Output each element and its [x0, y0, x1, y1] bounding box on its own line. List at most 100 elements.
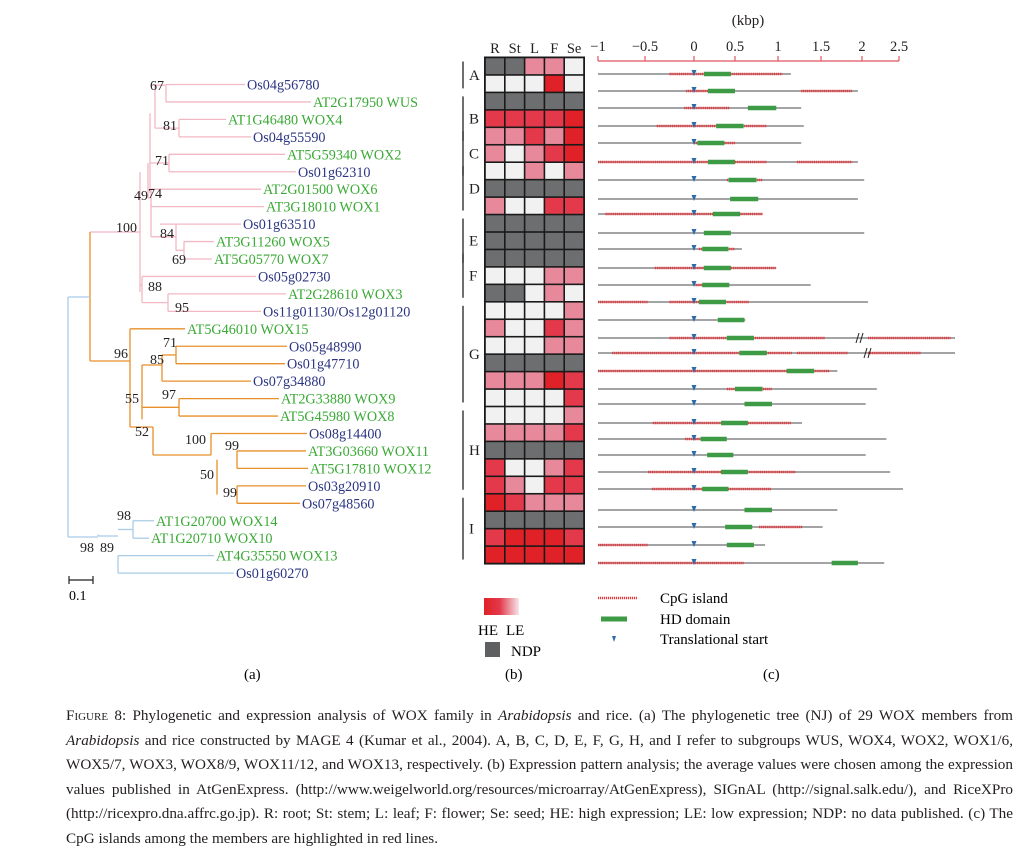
tree-leaf-label: AT1G20710 WOX10 [151, 531, 273, 547]
group-label: I [469, 522, 474, 538]
heatmap-cell [505, 459, 524, 476]
heatmap-cell [485, 337, 504, 354]
heatmap-cell [565, 267, 584, 284]
gene-row [598, 70, 791, 77]
heatmap-cell [485, 302, 504, 319]
heatmap-cell [565, 58, 584, 75]
gene-row [598, 195, 858, 202]
caption-segment: and rice constructed by MAGE 4 (Kumar et… [66, 731, 1013, 847]
heatmap-cell [525, 546, 544, 563]
translational-start-marker [691, 400, 697, 406]
translational-start-marker [691, 229, 697, 235]
heatmap-column-header: St [509, 41, 521, 57]
tree-scale-label: 0.1 [69, 589, 87, 604]
heatmap-cell [485, 424, 504, 441]
group-label: F [469, 269, 477, 285]
heatmap-cell [505, 337, 524, 354]
heatmap-cell [545, 494, 564, 511]
x-tick-label: −0.5 [632, 39, 658, 55]
heatmap-cell [525, 250, 544, 267]
bootstrap-value: 50 [200, 468, 214, 483]
axis-break-mark [859, 332, 864, 344]
heatmap-cell [525, 354, 544, 371]
heatmap-cell [505, 285, 524, 301]
translational-start-marker [691, 451, 697, 457]
translational-start-marker [691, 210, 697, 216]
translational-start-marker [691, 506, 697, 512]
tree-leaf-label: AT3G11260 WOX5 [216, 235, 330, 251]
bootstrap-value: 67 [150, 79, 164, 94]
translational-start-marker [691, 87, 697, 93]
heatmap-cell [525, 529, 544, 546]
heatmap-cell [545, 512, 564, 528]
gene-row [598, 419, 803, 426]
heatmap-cell [525, 267, 544, 284]
caption-label: Figure 8: [66, 707, 127, 724]
heatmap-cell [505, 197, 524, 214]
heatmap-cell [525, 58, 544, 75]
heatmap-cell [525, 389, 544, 406]
translational-start-marker [691, 104, 697, 110]
translational-start-marker [691, 122, 697, 128]
heatmap-cell [505, 389, 524, 406]
heatmap-cell [505, 180, 524, 197]
heatmap-cell [545, 145, 564, 162]
tree-leaf-label: AT4G35550 WOX13 [216, 549, 338, 565]
heatmap-cell [545, 424, 564, 441]
group-label: A [469, 68, 480, 84]
translational-start-marker [691, 468, 697, 474]
gene-row [598, 210, 763, 217]
gene-row [598, 229, 865, 236]
bootstrap-value: 81 [163, 119, 177, 134]
heatmap-cell [525, 442, 544, 459]
heatmap-column-header: Se [567, 41, 582, 57]
tree-leaf-label: Os05g02730 [258, 269, 331, 285]
heatmap-cell [565, 494, 584, 511]
bootstrap-value: 100 [116, 221, 137, 236]
heatmap-cell [545, 285, 564, 301]
tree-leaf-label: AT2G01500 WOX6 [263, 182, 377, 198]
translational-start-marker [691, 385, 697, 391]
translational-start-marker [691, 281, 697, 287]
bootstrap-value: 99 [225, 439, 239, 454]
translational-start-marker [691, 559, 697, 565]
heatmap-cell [525, 163, 544, 179]
translational-start-marker [691, 419, 697, 425]
legend-hd-label: HD domain [660, 612, 731, 628]
translational-start-marker [691, 435, 697, 441]
heatmap-cell [565, 442, 584, 459]
heatmap-cell [485, 459, 504, 476]
figure-caption: Figure 8: Phylogenetic and expression an… [66, 704, 1013, 851]
bootstrap-value: 98 [117, 509, 131, 524]
heatmap-cell [545, 442, 564, 459]
translational-start-marker [691, 485, 697, 491]
bootstrap-value: 97 [162, 388, 176, 403]
bootstrap-value: 96 [114, 347, 128, 362]
gene-row [598, 139, 802, 146]
heatmap-cell [525, 285, 544, 301]
heatmap-cell [505, 232, 524, 249]
heatmap-cell [485, 494, 504, 511]
heatmap-cell [565, 110, 584, 127]
heatmap-cell [485, 477, 504, 493]
bootstrap-value: 52 [135, 425, 149, 440]
expression-gradient-swatch [484, 598, 519, 615]
heatmap-cell [505, 512, 524, 528]
heatmap-cell [545, 459, 564, 476]
heatmap-cell [485, 197, 504, 214]
caption-body: Phylogenetic and expression analysis of … [66, 707, 1013, 847]
heatmap-cell [565, 320, 584, 336]
axis-break-mark [867, 347, 872, 359]
x-tick-label: 1.5 [812, 39, 830, 55]
heatmap-cell [485, 250, 504, 267]
heatmap-cell [485, 75, 504, 92]
x-tick-label: −1 [590, 39, 605, 55]
legend-cpg-label: CpG island [660, 591, 728, 607]
bootstrap-value: 69 [172, 253, 186, 268]
heatmap-cell [485, 529, 504, 546]
panel-label-a: (a) [244, 667, 261, 683]
heatmap-cell [565, 546, 584, 563]
tree-leaf-label: AT5G59340 WOX2 [287, 147, 401, 163]
bootstrap-value: 55 [125, 392, 139, 407]
